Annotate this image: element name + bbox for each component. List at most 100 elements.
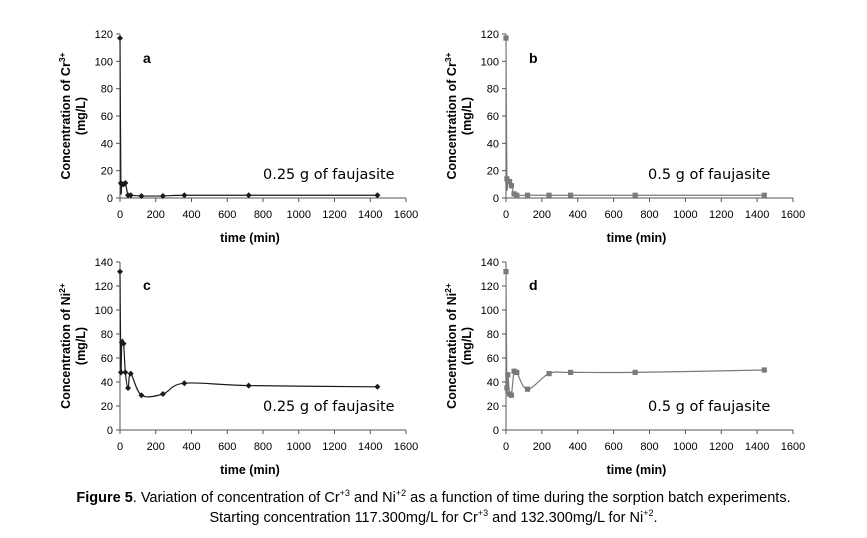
x-tick-label: 1000 — [287, 441, 311, 453]
panel-letter: c — [143, 277, 151, 293]
y-tick-label: 60 — [487, 111, 499, 123]
y-tick-label: 100 — [481, 305, 499, 317]
y-axis-label-superscript: 2+ — [443, 283, 453, 293]
x-axis-label: time (min) — [607, 463, 667, 477]
data-point — [567, 369, 574, 375]
x-tick-label: 800 — [254, 441, 272, 453]
x-tick-label: 1000 — [673, 441, 697, 453]
series-line — [505, 271, 765, 398]
data-point — [503, 269, 509, 275]
panel-annotation: 0.25 g of faujasite — [263, 399, 395, 415]
data-point — [514, 369, 520, 375]
y-tick-label: 40 — [487, 138, 499, 150]
y-axis-label: Concentration of Ni2+ — [443, 283, 459, 409]
caption-figure-label: Figure 5 — [76, 490, 133, 506]
caption-sup-ni: +2 — [395, 488, 407, 499]
data-point — [122, 179, 129, 186]
x-tick-label: 800 — [640, 209, 658, 221]
caption-sup-cr: +3 — [339, 488, 350, 499]
y-tick-label: 40 — [101, 377, 113, 389]
data-point — [546, 371, 552, 377]
x-tick-label: 1000 — [287, 209, 311, 221]
caption-line-2: Starting concentration 117.300mg/L for C… — [0, 508, 867, 528]
y-axis-unit-label: (mg/L) — [460, 327, 474, 365]
y-axis-unit-label: (mg/L) — [74, 327, 88, 365]
y-axis-label-superscript: 3+ — [443, 52, 453, 62]
y-tick-label: 140 — [95, 257, 113, 269]
x-tick-label: 1400 — [358, 441, 382, 453]
caption-line-1: Figure 5. Variation of concentration of … — [0, 488, 867, 508]
y-tick-label: 20 — [101, 166, 113, 178]
data-point — [159, 391, 166, 397]
caption-text-1a: . Variation of concentration of Cr — [132, 490, 340, 506]
data-point — [546, 192, 552, 198]
x-tick-label: 1400 — [745, 209, 769, 221]
y-tick-label: 80 — [101, 329, 113, 341]
x-tick-label: 400 — [569, 441, 587, 453]
y-tick-label: 80 — [101, 84, 113, 96]
data-point — [181, 380, 188, 387]
x-tick-label: 600 — [218, 209, 236, 221]
y-tick-label: 140 — [481, 257, 499, 269]
data-point — [127, 370, 134, 377]
caption-text-1b: and Ni — [349, 490, 396, 506]
x-axis-label: time (min) — [220, 463, 280, 477]
x-tick-label: 1200 — [322, 441, 346, 453]
caption-text-2c: . — [653, 510, 658, 526]
y-tick-label: 60 — [101, 111, 113, 123]
data-point — [245, 382, 252, 389]
y-tick-label: 100 — [481, 56, 499, 68]
data-point — [524, 386, 531, 392]
y-tick-label: 60 — [101, 353, 113, 365]
y-axis-label-base: Concentration of Ni — [59, 293, 73, 409]
x-tick-label: 1600 — [781, 441, 805, 453]
y-axis-unit-label: (mg/L) — [460, 97, 474, 135]
x-tick-label: 400 — [182, 209, 200, 221]
data-point — [504, 176, 510, 182]
y-tick-label: 20 — [487, 166, 499, 178]
data-point — [761, 192, 767, 198]
data-point — [505, 372, 511, 378]
x-tick-label: 200 — [147, 209, 165, 221]
y-axis-label-base: Concentration of Cr — [59, 62, 73, 179]
y-axis-label: Concentration of Cr3+ — [443, 52, 459, 179]
x-tick-label: 800 — [640, 441, 658, 453]
y-tick-label: 80 — [487, 329, 499, 341]
data-point — [122, 369, 129, 376]
data-point — [138, 192, 145, 199]
x-tick-label: 400 — [182, 441, 200, 453]
y-tick-label: 60 — [487, 353, 499, 365]
panel-annotation: 0.5 g of faujasite — [648, 167, 770, 183]
x-tick-label: 0 — [503, 209, 509, 221]
y-axis-label-base: Concentration of Cr — [445, 62, 459, 179]
data-point — [761, 367, 767, 373]
y-tick-label: 0 — [107, 425, 113, 437]
data-point — [117, 35, 123, 42]
x-tick-label: 0 — [503, 441, 509, 453]
y-tick-label: 40 — [487, 377, 499, 389]
panel-letter: b — [529, 50, 538, 66]
data-point — [181, 192, 188, 199]
y-tick-label: 0 — [493, 425, 499, 437]
data-point — [120, 340, 127, 347]
data-point — [117, 369, 124, 376]
data-point — [508, 183, 514, 189]
y-tick-label: 80 — [487, 84, 499, 96]
data-point — [567, 192, 574, 198]
y-axis-label-base: Concentration of Ni — [445, 293, 459, 409]
y-tick-label: 40 — [101, 138, 113, 150]
caption-sup-cr-2: +3 — [477, 508, 489, 519]
y-tick-label: 100 — [95, 56, 113, 68]
y-tick-label: 100 — [95, 305, 113, 317]
caption-text-1c: as a function of time during the sorptio… — [406, 490, 791, 506]
data-point — [138, 392, 145, 399]
panel-letter: d — [529, 277, 538, 293]
y-axis-label-superscript: 2+ — [57, 283, 67, 293]
x-tick-label: 1600 — [781, 209, 805, 221]
x-tick-label: 600 — [604, 209, 622, 221]
